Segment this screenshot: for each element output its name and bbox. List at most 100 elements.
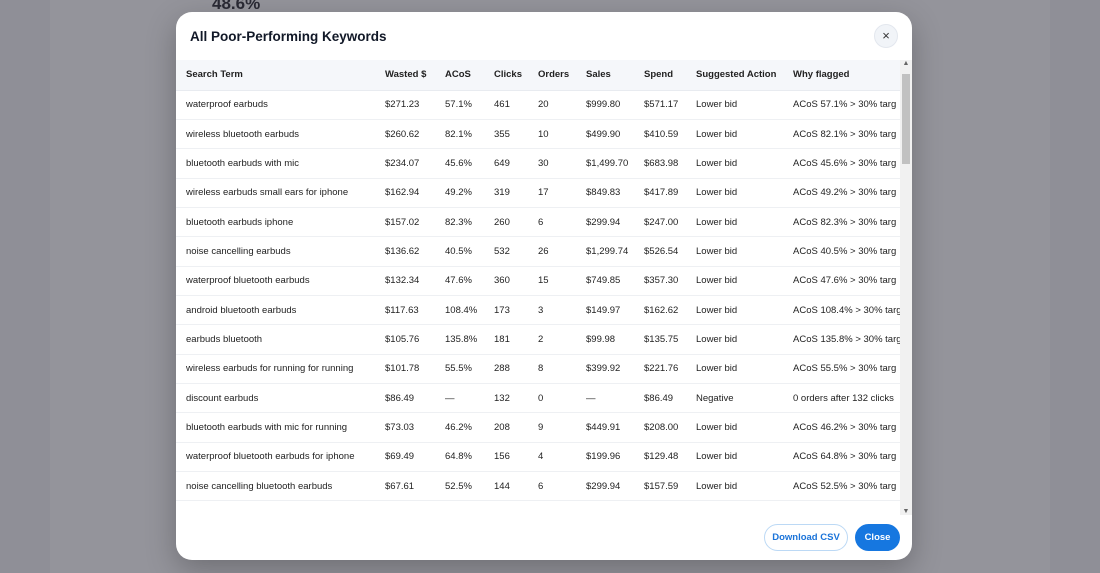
table-cell: $410.59 (644, 119, 696, 150)
table-cell: 15 (538, 266, 586, 296)
table-row: wireless bluetooth earbuds $260.62 82.1% 35… (176, 119, 912, 150)
table-cell: $449.91 (586, 412, 644, 443)
table-cell: 0 orders after 132 clicks (793, 383, 912, 414)
close-button[interactable]: Close (855, 524, 900, 551)
table-cell: $208.00 (644, 412, 696, 443)
table-cell: $526.54 (644, 236, 696, 267)
table-cell: $499.90 (586, 119, 644, 150)
table-cell: 47.6% (445, 266, 494, 296)
table-cell: ACoS 64.8% > 30% targ (793, 442, 912, 472)
background-metric: 48.6% (212, 0, 261, 13)
table-cell: 360 (494, 266, 538, 296)
table-cell: ACoS 57.1% > 30% targ (793, 90, 912, 120)
table-cell: 319 (494, 178, 538, 208)
table-cell: $73.03 (385, 412, 445, 443)
table-cell: 532 (494, 236, 538, 267)
table-cell: 181 (494, 324, 538, 355)
table-row: noise cancelling bluetooth earbuds $67.61… (176, 471, 912, 502)
table-cell: 355 (494, 119, 538, 150)
scroll-up-icon[interactable]: ▲ (902, 60, 910, 67)
column-header[interactable]: Suggested Action (696, 60, 793, 91)
table-cell: Lower bid (696, 324, 793, 355)
table-cell: waterproof bluetooth earbuds (176, 266, 385, 296)
table-cell: 46.2% (445, 412, 494, 443)
column-header[interactable]: Search Term (176, 60, 385, 91)
table-cell: Lower bid (696, 236, 793, 267)
table-cell: $86.49 (385, 383, 445, 414)
table-cell: 52.5% (445, 471, 494, 502)
table-cell: $221.76 (644, 354, 696, 384)
table-cell: $260.62 (385, 119, 445, 150)
table-cell: $571.17 (644, 90, 696, 120)
table-cell: 82.1% (445, 119, 494, 150)
table-cell: $1,499.70 (586, 148, 644, 179)
keywords-modal: All Poor-Performing Keywords × Search Te… (176, 12, 912, 560)
table-cell: 10 (538, 119, 586, 150)
table-cell: 8 (538, 354, 586, 384)
table-row: waterproof bluetooth earbuds $132.34 47.6%… (176, 266, 912, 296)
scrollbar-thumb[interactable] (902, 74, 910, 164)
table-row: bluetooth earbuds with mic $234.07 45.6% 64… (176, 148, 912, 179)
table-cell: ACoS 55.5% > 30% targ (793, 354, 912, 384)
table-cell: 6 (538, 471, 586, 502)
table-cell: — (445, 383, 494, 414)
table-cell: $101.78 (385, 354, 445, 384)
table-cell: $1,299.74 (586, 236, 644, 267)
table-cell: 4 (538, 442, 586, 472)
table-cell: 57.1% (445, 90, 494, 120)
table-row: wireless earbuds small ears for iphone $1… (176, 178, 912, 208)
table-cell: 649 (494, 148, 538, 179)
table-row: discount earbuds $86.49—132 0— $86.49 Negati… (176, 383, 912, 414)
table-cell: bluetooth earbuds with mic (176, 148, 385, 179)
table-cell: 260 (494, 207, 538, 238)
table-cell: $399.92 (586, 354, 644, 384)
table-cell: bluetooth earbuds iphone (176, 207, 385, 238)
table-cell: $357.30 (644, 266, 696, 296)
table-scroll-area[interactable]: Search Term Wasted $ ACoS Clicks Orders Sales… (176, 60, 912, 515)
table-cell: $247.00 (644, 207, 696, 238)
table-cell: $683.98 (644, 148, 696, 179)
table-cell: 17 (538, 178, 586, 208)
scrollbar[interactable]: ▲ ▼ (900, 60, 912, 515)
table-cell: noise cancelling earbuds (176, 236, 385, 267)
table-cell: $162.62 (644, 295, 696, 326)
table-cell: $105.76 (385, 324, 445, 355)
table-cell: Negative (696, 383, 793, 414)
table-cell: Lower bid (696, 207, 793, 238)
table-cell: $136.62 (385, 236, 445, 267)
table-row: waterproof earbuds $271.23 57.1% 461 20 $999.… (176, 90, 912, 120)
table-cell: 49.2% (445, 178, 494, 208)
table-cell: Lower bid (696, 178, 793, 208)
table-cell: discount earbuds (176, 383, 385, 414)
column-header[interactable]: Spend (644, 60, 696, 91)
table-cell: 64.8% (445, 442, 494, 472)
table-cell: 461 (494, 90, 538, 120)
table-cell: Lower bid (696, 471, 793, 502)
column-header[interactable]: Sales (586, 60, 644, 91)
modal-title: All Poor-Performing Keywords (190, 29, 387, 44)
table-header: Search Term Wasted $ ACoS Clicks Orders Sales… (176, 60, 912, 91)
table-cell: ACoS 45.6% > 30% targ (793, 148, 912, 179)
column-header[interactable]: Orders (538, 60, 586, 91)
column-header[interactable]: ACoS (445, 60, 494, 91)
table-cell: $234.07 (385, 148, 445, 179)
table-row: waterproof bluetooth earbuds for iphone $… (176, 442, 912, 472)
table-cell: $157.02 (385, 207, 445, 238)
table-cell: $149.97 (586, 295, 644, 326)
table-cell: waterproof bluetooth earbuds for iphone (176, 442, 385, 472)
column-header[interactable]: Wasted $ (385, 60, 445, 91)
table-cell: 108.4% (445, 295, 494, 326)
column-header[interactable]: Why flagged (793, 60, 912, 91)
table-cell: ACoS 47.6% > 30% targ (793, 266, 912, 296)
table-cell: ACoS 40.5% > 30% targ (793, 236, 912, 267)
column-header[interactable]: Clicks (494, 60, 538, 91)
table-cell: ACoS 82.3% > 30% targ (793, 207, 912, 238)
table-cell: 82.3% (445, 207, 494, 238)
table-cell: 3 (538, 295, 586, 326)
download-csv-button[interactable]: Download CSV (764, 524, 848, 551)
table-cell: 9 (538, 412, 586, 443)
scroll-down-icon[interactable]: ▼ (902, 508, 910, 515)
close-icon[interactable]: × (874, 24, 898, 48)
table-cell: ACoS 46.2% > 30% targ (793, 412, 912, 443)
table-cell: Lower bid (696, 266, 793, 296)
